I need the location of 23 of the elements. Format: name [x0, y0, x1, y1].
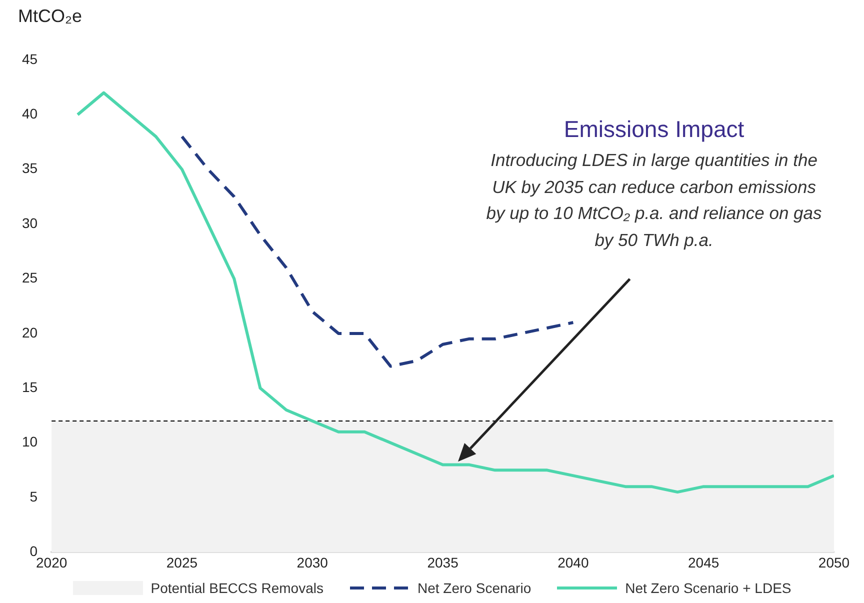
legend-label: Potential BECCS Removals: [150, 580, 324, 596]
y-tick-label: 25: [22, 270, 38, 286]
annotation: Introducing LDES in large quantities in the UK by 2035 can reduce carbon emissions by up to 10 MtCO₂ p.a. and reliance on gas by 50 TWh p.a.: [485, 149, 823, 252]
y-tick-label: 45: [22, 50, 38, 67]
x-tick-label: 2030: [296, 554, 328, 570]
y-tick-label: 40: [22, 106, 38, 122]
y-tick-label: 35: [22, 160, 38, 176]
x-tick-label: 2040: [558, 554, 589, 570]
y-tick-label: 0: [30, 543, 38, 560]
legend-label: Net Zero Scenario + LDES: [625, 580, 792, 596]
x-tick-label: 2035: [427, 554, 459, 570]
x-tick-label: 2050: [818, 554, 850, 570]
y-tick-label: 15: [22, 378, 38, 395]
legend-label: Net Zero Scenario: [418, 580, 532, 596]
y-axis-title: MtCO₂e: [18, 6, 82, 27]
x-tick-label: 2025: [166, 554, 198, 570]
x-tick-label: 2020: [36, 554, 68, 570]
y-tick-label: 10: [22, 434, 38, 450]
y-tick-label: 30: [22, 214, 38, 231]
x-tick-label: 2045: [688, 554, 720, 570]
y-tick-label: 20: [22, 324, 38, 340]
y-tick-label: 5: [30, 488, 38, 504]
annotation: Emissions Impact: [562, 116, 746, 143]
